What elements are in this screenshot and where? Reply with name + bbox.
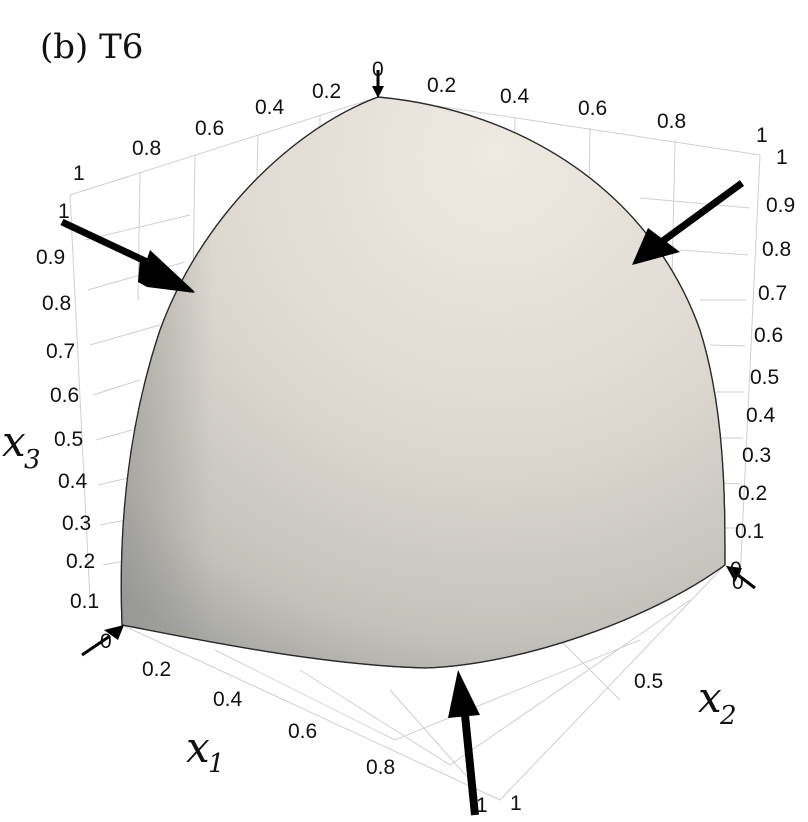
x3-axis-title: x 3 — [2, 417, 41, 475]
x1-front-tick: 0.4 — [213, 688, 243, 711]
x3-left-tick: 0.4 — [58, 470, 88, 493]
x1-top-tick: 0.8 — [132, 137, 161, 160]
x3-left-tick: 0.3 — [62, 512, 91, 535]
x1-top-tick: 1 — [73, 162, 85, 185]
x3-right-tick: 0.7 — [758, 282, 787, 305]
x1-axis-sub: 1 — [208, 749, 225, 779]
panel-label: (b) T6 — [40, 27, 143, 67]
x1-top-tick: 0.6 — [195, 117, 224, 140]
bottom-arrow — [448, 670, 480, 816]
octant-surface — [120, 96, 726, 669]
x2-front-tick: 1 — [510, 792, 522, 815]
arrows — [60, 70, 756, 816]
x1-top-tick: 0.2 — [312, 80, 341, 103]
x2-top-tick: 0.6 — [578, 97, 607, 120]
x3-axis-base: x — [2, 417, 26, 466]
x3-left-tick: 0.9 — [36, 246, 65, 269]
x3-right-tick: 0.8 — [762, 238, 791, 261]
x1-front-tick: 0.8 — [366, 756, 395, 779]
x3-right-ticks: 1 0.9 0.8 0.7 0.6 0.5 0.4 0.3 0.2 0.1 0 — [730, 146, 795, 581]
x3-left-tick: 1 — [58, 200, 70, 223]
x2-axis-title: x 2 — [698, 673, 737, 731]
x2-axis-sub: 2 — [719, 701, 737, 731]
x2-top-ticks: 0 0.2 0.4 0.6 0.8 1 — [372, 58, 768, 147]
x3-left-tick: 0.7 — [46, 340, 75, 363]
x1-front-ticks: 0 0.2 0.4 0.6 0.8 1 — [100, 630, 488, 817]
x3-right-tick: 1 — [776, 146, 788, 169]
x1-axis-base: x — [186, 723, 210, 772]
x3-right-tick: 0.6 — [754, 324, 783, 347]
x3-left-tick: 0.8 — [42, 292, 71, 315]
x3-right-tick: 0.3 — [742, 444, 771, 467]
x3-right-tick: 0.2 — [738, 482, 767, 505]
x2-front-tick: 0 — [732, 571, 744, 594]
right-arrow — [632, 180, 745, 265]
left-corner-arrow — [81, 625, 124, 657]
x2-top-tick: 0.8 — [657, 110, 686, 133]
x3-right-tick: 0.4 — [746, 404, 776, 427]
x3-right-tick: 0.5 — [750, 366, 779, 389]
x3-left-tick: 0.1 — [70, 590, 99, 613]
x2-front-ticks: 0 0.5 1 — [510, 571, 744, 815]
x1-front-tick: 0.6 — [288, 720, 317, 743]
x3-left-tick: 0.6 — [50, 384, 79, 407]
x1-front-tick: 1 — [476, 794, 488, 817]
x3-right-tick: 0 — [730, 558, 742, 581]
x3-axis-sub: 3 — [24, 445, 41, 475]
x1-top-ticks: 0.2 0.4 0.6 0.8 1 — [73, 80, 341, 185]
x1-front-tick: 0.2 — [142, 658, 171, 681]
x1-front-tick: 0 — [100, 630, 112, 653]
x1-axis-title: x 1 — [186, 723, 225, 779]
x2-top-tick: 0 — [372, 58, 384, 81]
x2-top-tick: 1 — [756, 124, 768, 147]
x3-left-tick: 0.2 — [66, 550, 95, 573]
x3-right-tick: 0.9 — [766, 194, 795, 217]
x3-right-tick: 0.1 — [735, 520, 764, 543]
left-arrow — [60, 218, 195, 293]
x2-axis-base: x — [698, 673, 722, 722]
x2-top-tick: 0.4 — [500, 85, 530, 108]
x3-left-tick: 0.5 — [54, 428, 83, 451]
right-corner-arrow — [726, 566, 756, 590]
x2-top-tick: 0.2 — [427, 74, 456, 97]
x3-left-ticks: 1 0.9 0.8 0.7 0.6 0.5 0.4 0.3 0.2 0.1 — [36, 200, 99, 613]
top-arrow — [372, 70, 384, 98]
x2-front-tick: 0.5 — [634, 670, 663, 693]
x1-top-tick: 0.4 — [255, 96, 285, 119]
